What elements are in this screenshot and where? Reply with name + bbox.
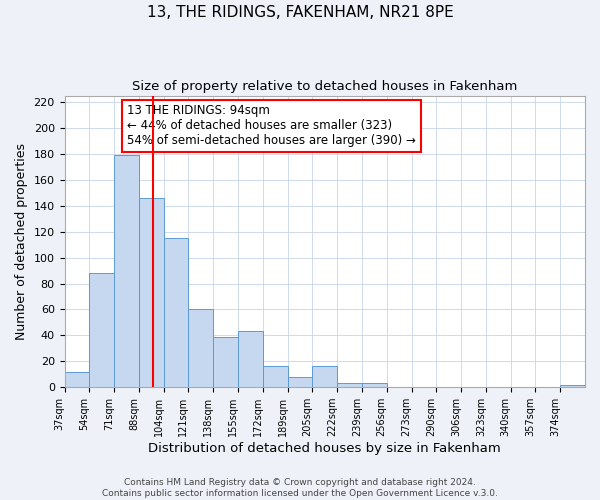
Bar bbox=[238, 332, 263, 387]
Bar bbox=[164, 238, 188, 387]
Title: Size of property relative to detached houses in Fakenham: Size of property relative to detached ho… bbox=[132, 80, 517, 93]
Bar bbox=[263, 366, 287, 387]
Bar bbox=[313, 366, 337, 387]
Bar bbox=[287, 377, 313, 387]
Bar bbox=[114, 155, 139, 387]
Bar bbox=[65, 372, 89, 387]
Text: 13, THE RIDINGS, FAKENHAM, NR21 8PE: 13, THE RIDINGS, FAKENHAM, NR21 8PE bbox=[146, 5, 454, 20]
X-axis label: Distribution of detached houses by size in Fakenham: Distribution of detached houses by size … bbox=[148, 442, 501, 455]
Bar bbox=[89, 273, 114, 387]
Text: 13 THE RIDINGS: 94sqm
← 44% of detached houses are smaller (323)
54% of semi-det: 13 THE RIDINGS: 94sqm ← 44% of detached … bbox=[127, 104, 416, 148]
Text: Contains HM Land Registry data © Crown copyright and database right 2024.
Contai: Contains HM Land Registry data © Crown c… bbox=[102, 478, 498, 498]
Bar bbox=[560, 384, 585, 387]
Bar bbox=[337, 384, 362, 387]
Bar bbox=[139, 198, 164, 387]
Bar bbox=[362, 384, 387, 387]
Bar bbox=[213, 336, 238, 387]
Y-axis label: Number of detached properties: Number of detached properties bbox=[15, 143, 28, 340]
Bar bbox=[188, 310, 213, 387]
